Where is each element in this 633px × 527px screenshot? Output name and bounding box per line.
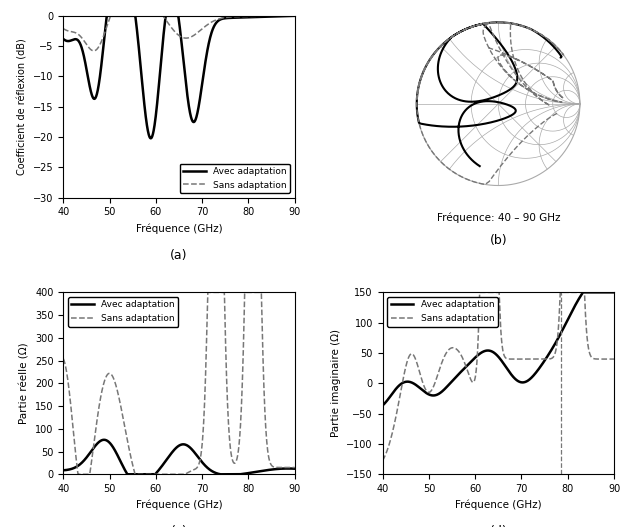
Text: (b): (b) [489, 234, 507, 247]
Text: (d): (d) [489, 525, 507, 527]
Y-axis label: Partie imaginaire (Ω): Partie imaginaire (Ω) [330, 329, 341, 437]
Legend: Avec adaptation, Sans adaptation: Avec adaptation, Sans adaptation [68, 297, 179, 327]
Text: (a): (a) [170, 249, 188, 262]
X-axis label: Fréquence (GHz): Fréquence (GHz) [455, 500, 542, 510]
Y-axis label: Coefficient de réflexion (dB): Coefficient de réflexion (dB) [17, 38, 27, 175]
X-axis label: Fréquence (GHz): Fréquence (GHz) [135, 500, 222, 510]
Legend: Avec adaptation, Sans adaptation: Avec adaptation, Sans adaptation [387, 297, 498, 327]
Text: Fréquence: 40 – 90 GHz: Fréquence: 40 – 90 GHz [437, 212, 560, 223]
Text: (c): (c) [171, 525, 187, 527]
Legend: Avec adaptation, Sans adaptation: Avec adaptation, Sans adaptation [180, 163, 290, 193]
Y-axis label: Partie réelle (Ω): Partie réelle (Ω) [20, 343, 29, 424]
X-axis label: Fréquence (GHz): Fréquence (GHz) [135, 223, 222, 233]
